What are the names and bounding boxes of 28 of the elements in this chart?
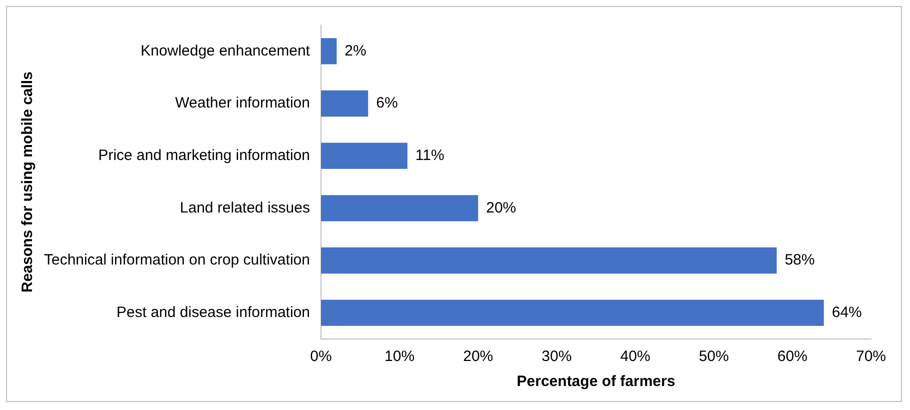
data-label: 2%	[344, 42, 366, 60]
y-axis-title: Reasons for using mobile calls	[19, 72, 36, 292]
bar	[320, 195, 478, 222]
bar	[320, 142, 408, 169]
y-tick-label: Knowledge enhancement	[140, 42, 311, 60]
x-tick-label: 40%	[620, 348, 650, 366]
x-tick-label: 50%	[698, 348, 729, 366]
bar	[320, 300, 824, 326]
x-tick-label: 0%	[310, 348, 332, 366]
x-tick-label: 10%	[384, 348, 415, 366]
bar	[320, 90, 368, 117]
y-tick-label: Pest and disease information	[116, 304, 310, 321]
data-label: 20%	[486, 199, 516, 216]
x-tick-label: 60%	[777, 348, 808, 366]
data-label: 58%	[784, 252, 815, 269]
y-tick-label: Technical information on crop cultivation	[44, 252, 310, 269]
x-tick-label: 30%	[542, 348, 572, 366]
bar	[320, 38, 337, 64]
data-label: 6%	[376, 94, 398, 112]
y-tick-label: Land related issues	[180, 199, 310, 216]
data-label: 11%	[415, 146, 444, 164]
data-label: 64%	[832, 304, 862, 321]
x-tick-label: 70%	[856, 348, 886, 366]
x-tick-label: 20%	[463, 348, 494, 366]
y-tick-label: Weather information	[175, 94, 310, 112]
bar	[320, 247, 777, 274]
y-tick-label: Price and marketing information	[98, 146, 310, 164]
x-axis-title: Percentage of farmers	[516, 373, 676, 390]
